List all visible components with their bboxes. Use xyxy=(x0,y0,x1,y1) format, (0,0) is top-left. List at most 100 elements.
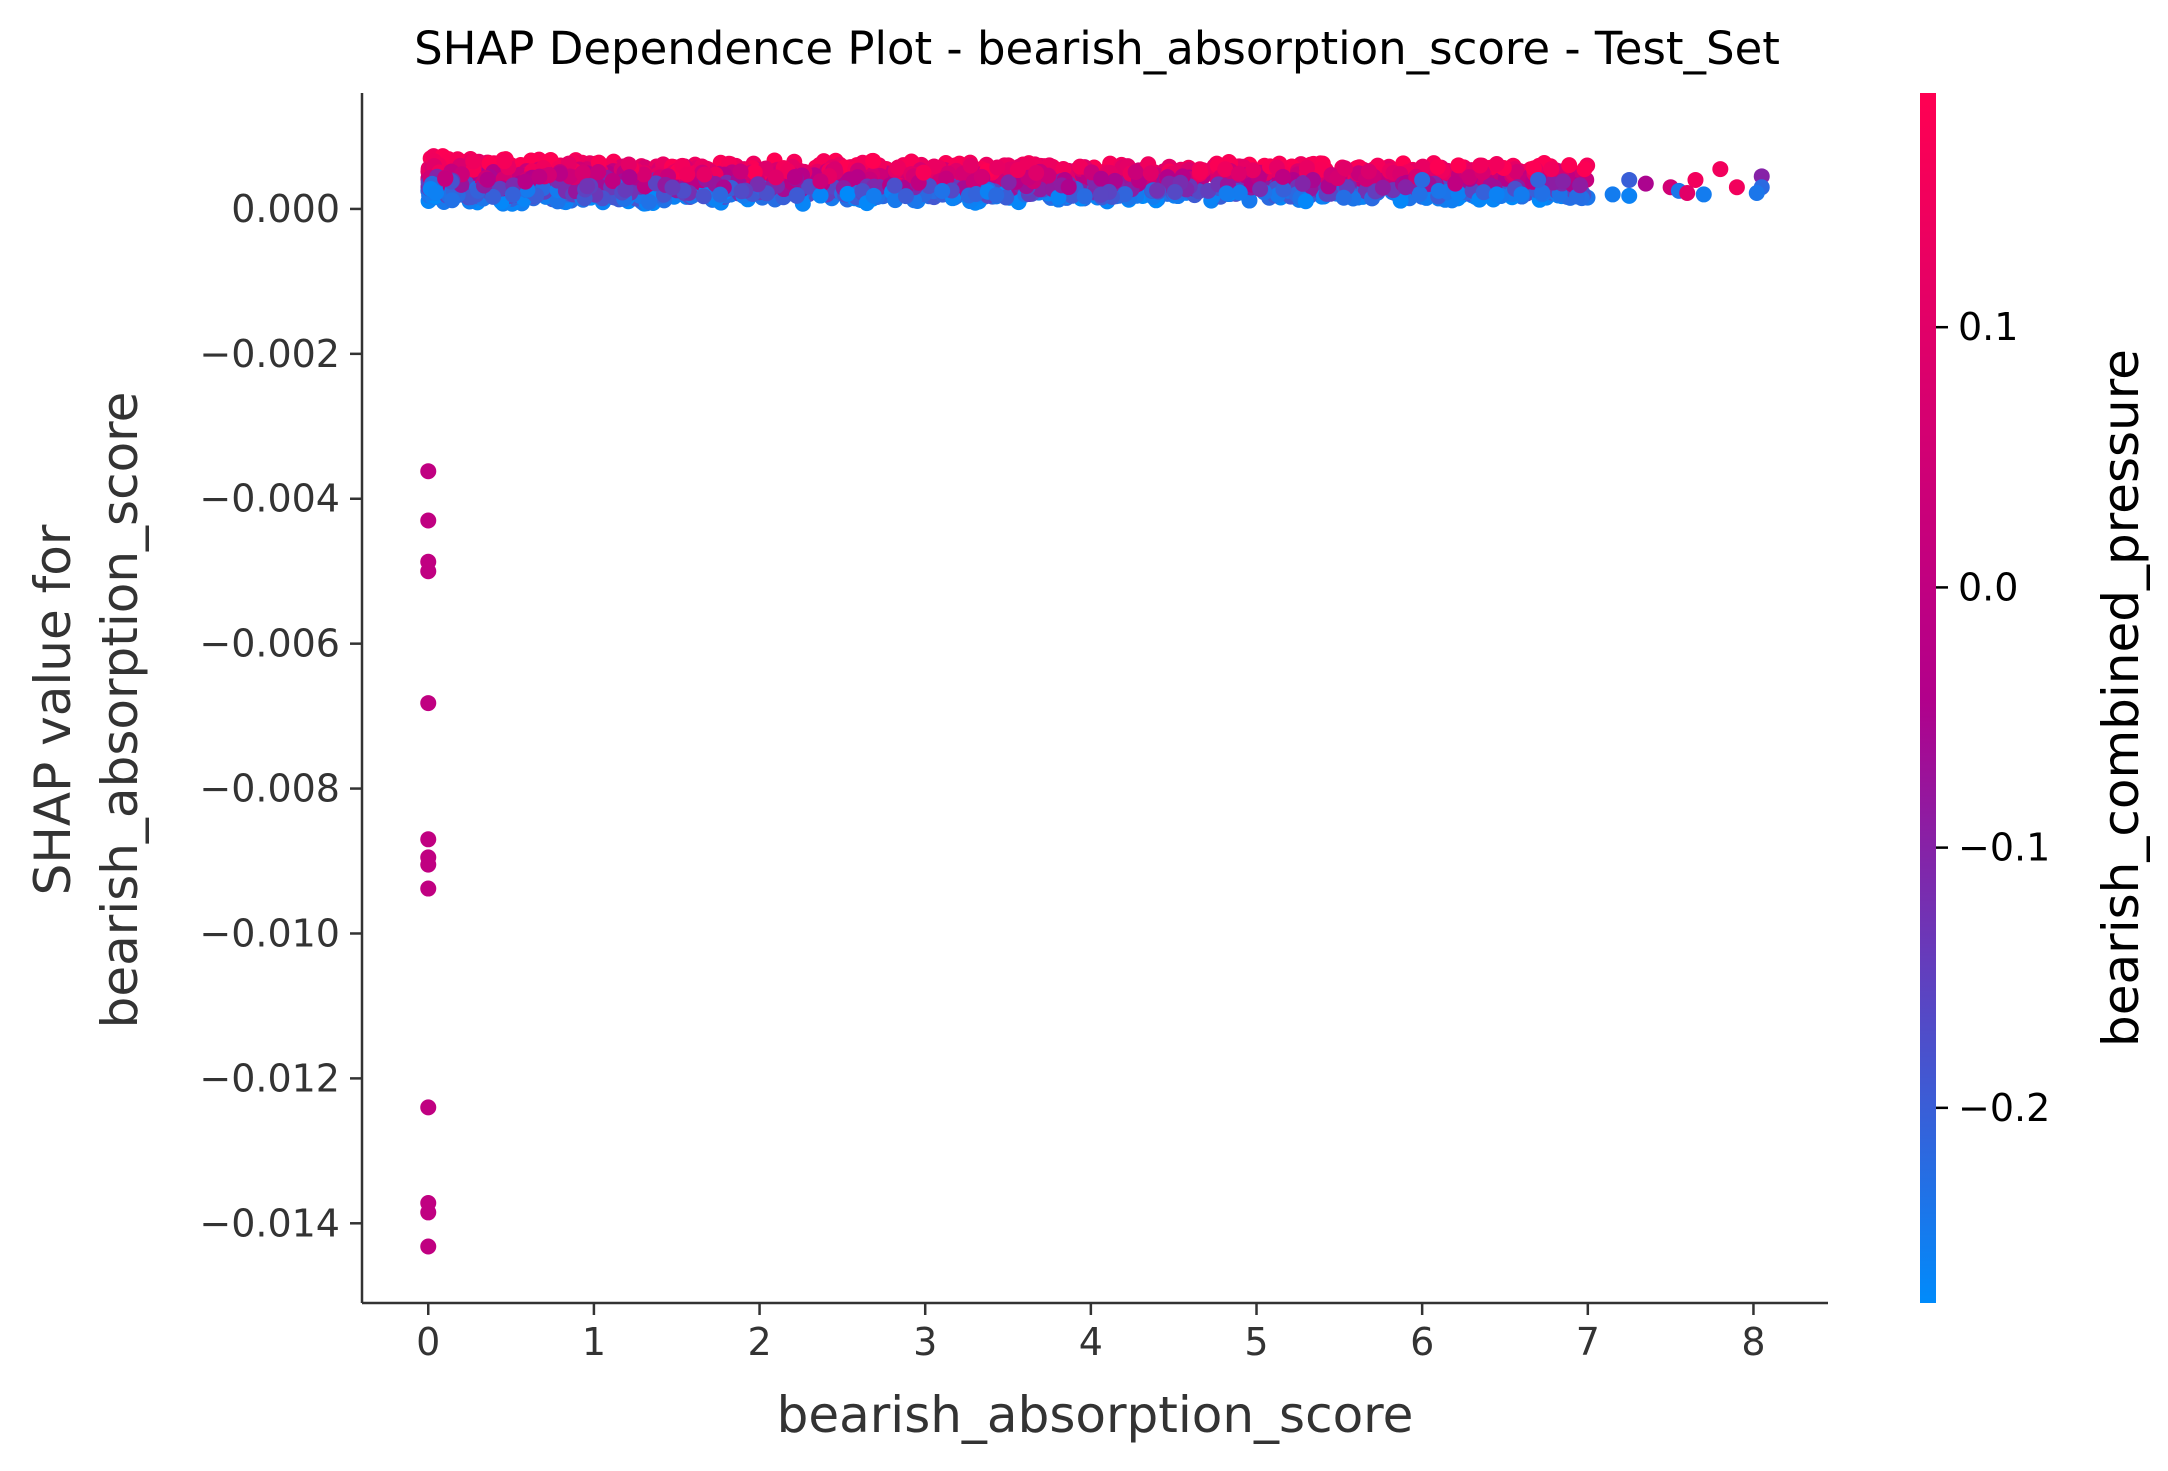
scatter-point xyxy=(934,182,951,199)
scatter-point xyxy=(1127,164,1144,181)
scatter-point xyxy=(1142,165,1159,182)
y-tick-label: −0.006 xyxy=(199,622,340,666)
scatter-point xyxy=(1149,182,1166,199)
scatter-point xyxy=(428,184,445,201)
scatter-point xyxy=(733,183,750,200)
x-tick-label: 0 xyxy=(416,1320,440,1364)
scatter-point xyxy=(1274,168,1291,185)
scatter-point xyxy=(1116,186,1133,203)
scatter-point xyxy=(812,173,829,190)
scatter-point xyxy=(1508,163,1525,180)
outlier-point xyxy=(420,1204,437,1221)
scatter-point xyxy=(897,188,914,205)
colorbar-tick-label: −0.2 xyxy=(1958,1086,2050,1130)
scatter-point xyxy=(1488,186,1505,203)
scatter-point xyxy=(620,156,637,173)
scatter-point xyxy=(865,152,882,169)
scatter-point xyxy=(1534,184,1551,201)
y-tick-label: −0.014 xyxy=(199,1201,340,1245)
scatter-point xyxy=(1092,186,1109,203)
scatter-point xyxy=(1687,171,1704,188)
scatter-point xyxy=(1728,179,1745,196)
scatter-point xyxy=(749,176,766,193)
scatter-point xyxy=(1561,157,1578,174)
y-tick-label: −0.012 xyxy=(199,1056,340,1100)
chart-title: SHAP Dependence Plot - bearish_absorptio… xyxy=(414,22,1780,75)
scatter-point xyxy=(1231,184,1248,201)
scatter-point xyxy=(1450,157,1467,174)
outlier-point xyxy=(420,831,437,848)
scatter-point xyxy=(1336,160,1353,177)
colorbar-tick-label: 0.1 xyxy=(1958,305,2018,349)
scatter-point xyxy=(973,168,990,185)
outlier-point xyxy=(420,695,437,712)
x-tick-label: 2 xyxy=(747,1320,771,1364)
y-tick-label: −0.004 xyxy=(199,477,340,521)
scatter-point xyxy=(635,166,652,183)
x-tick-label: 1 xyxy=(582,1320,606,1364)
scatter-point xyxy=(696,166,713,183)
outlier-point xyxy=(420,1238,437,1255)
scatter-point xyxy=(767,169,784,186)
colorbar-label: bearish_combined_pressure xyxy=(2092,349,2150,1047)
scatter-point xyxy=(1621,171,1638,188)
scatter-point xyxy=(1076,188,1093,205)
scatter-point xyxy=(890,159,907,176)
scatter-point xyxy=(1374,179,1391,196)
scatter-point xyxy=(531,168,548,185)
scatter-point xyxy=(1230,165,1247,182)
scatter-point xyxy=(789,187,806,204)
scatter-point xyxy=(1244,162,1261,179)
scatter-point xyxy=(1414,171,1431,188)
scatter-point xyxy=(1060,179,1077,196)
colorbar-tick-label: 0.0 xyxy=(1958,565,2018,609)
scatter-point xyxy=(746,164,763,181)
scatter-point xyxy=(590,164,607,181)
scatter-point xyxy=(641,193,658,210)
outlier-point xyxy=(420,512,437,529)
scatter-point xyxy=(617,181,634,198)
scatter-point xyxy=(1604,186,1621,203)
scatter-point xyxy=(1430,182,1447,199)
scatter-point xyxy=(1621,187,1638,204)
y-tick-label: −0.002 xyxy=(199,332,340,376)
colorbar xyxy=(1920,93,1936,1303)
scatter-point xyxy=(1679,184,1696,201)
outlier-point xyxy=(420,563,437,580)
x-axis-ticks: 0 1 2 3 4 5 6 7 8 xyxy=(416,1303,1766,1364)
scatter-point xyxy=(1093,170,1110,187)
scatter-point xyxy=(1009,162,1026,179)
scatter-point xyxy=(886,177,903,194)
scatter-point xyxy=(1748,184,1765,201)
scatter-point xyxy=(479,171,496,188)
scatter-point xyxy=(664,179,681,196)
scatter-point xyxy=(1488,156,1505,173)
scatter-point xyxy=(1461,169,1478,186)
outlier-point xyxy=(420,856,437,873)
scatter-point xyxy=(915,164,932,181)
scatter-point xyxy=(621,169,638,186)
scatter-point xyxy=(1397,179,1414,196)
scatter-point xyxy=(1530,171,1547,188)
scatter-point xyxy=(695,188,712,205)
x-tick-label: 3 xyxy=(913,1320,937,1364)
colorbar-ticks: 0.1 0.0 −0.1 −0.2 xyxy=(1936,305,2050,1130)
x-tick-label: 4 xyxy=(1079,1320,1103,1364)
scatter-point xyxy=(1335,189,1352,206)
x-tick-label: 8 xyxy=(1741,1320,1765,1364)
scatter-point xyxy=(1040,167,1057,184)
scatter-point xyxy=(517,173,534,190)
scatter-point xyxy=(679,166,696,183)
scatter-point xyxy=(579,178,596,195)
scatter-point xyxy=(1513,186,1530,203)
scatter-point xyxy=(465,153,482,170)
y-tick-label: −0.008 xyxy=(199,767,340,811)
scatter-point xyxy=(1192,164,1209,181)
y-axis-label-line1: SHAP value for xyxy=(24,524,82,895)
scatter-point xyxy=(1695,186,1712,203)
scatter-point xyxy=(1000,174,1017,191)
scatter-point xyxy=(1252,181,1269,198)
scatter-point xyxy=(865,187,882,204)
scatter-point xyxy=(504,186,521,203)
x-axis-label: bearish_absorption_score xyxy=(777,1386,1414,1444)
